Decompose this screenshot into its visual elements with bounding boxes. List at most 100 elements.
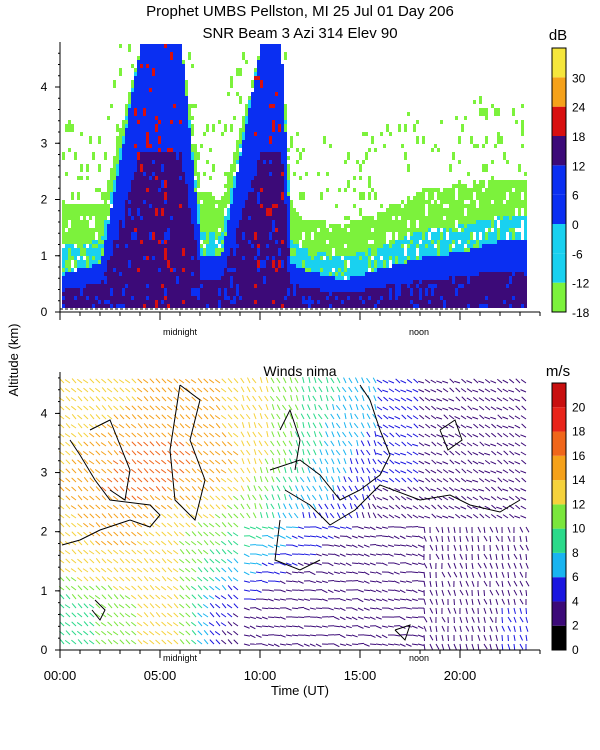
snr-cell [254, 248, 257, 252]
snr-cell [407, 280, 410, 284]
snr-cell [77, 208, 80, 212]
snr-cell [194, 260, 197, 264]
snr-cell [410, 300, 413, 304]
snr-cell [134, 136, 137, 140]
snr-cell [356, 252, 359, 256]
snr-cell [176, 128, 179, 132]
snr-cell [374, 300, 377, 304]
snr-cell [452, 240, 455, 244]
snr-cell [98, 296, 101, 300]
snr-cell [248, 144, 251, 148]
snr-cell [452, 228, 455, 232]
snr-cell [170, 252, 173, 256]
snr-cell [131, 264, 134, 268]
snr-cell [281, 208, 284, 212]
snr-cell [236, 228, 239, 232]
snr-cell [443, 264, 446, 268]
snr-cell [197, 208, 200, 212]
snr-cell [221, 252, 224, 256]
snr-cell [254, 112, 257, 116]
snr-cell [152, 184, 155, 188]
snr-cell [443, 260, 446, 264]
snr-cell [242, 136, 245, 140]
snr-cell [239, 140, 242, 144]
snr-cell [155, 52, 158, 56]
snr-cell [380, 296, 383, 300]
snr-cell [284, 132, 287, 136]
snr-cell [65, 292, 68, 296]
snr-cell [89, 228, 92, 232]
snr-cell [182, 188, 185, 192]
snr-cell [287, 228, 290, 232]
snr-cell [242, 212, 245, 216]
snr-cell [182, 228, 185, 232]
snr-cell [245, 172, 248, 176]
snr-cell [242, 292, 245, 296]
snr-cell [116, 204, 119, 208]
snr-cell [290, 256, 293, 260]
snr-cell [263, 188, 266, 192]
snr-cell [284, 268, 287, 272]
snr-cell [140, 304, 143, 308]
snr-cell [137, 148, 140, 152]
snr-cell [140, 140, 143, 144]
snr-cell [212, 244, 215, 248]
snr-cell [155, 248, 158, 252]
snr-cell [134, 92, 137, 96]
snr-cell [413, 300, 416, 304]
snr-cell [455, 264, 458, 268]
snr-cell [164, 304, 167, 308]
snr-cell [89, 140, 92, 144]
snr-cell [380, 288, 383, 292]
snr-cell [389, 300, 392, 304]
snr-cell [116, 284, 119, 288]
snr-cell [224, 260, 227, 264]
snr-cell [281, 104, 284, 108]
snr-cell [359, 236, 362, 240]
snr-cell [74, 216, 77, 220]
snr-cell [227, 196, 230, 200]
snr-cell [359, 276, 362, 280]
snr-cell [365, 228, 368, 232]
snr-cell [242, 172, 245, 176]
snr-cell [422, 296, 425, 300]
snr-cell [113, 212, 116, 216]
snr-cell [446, 244, 449, 248]
snr-cell [74, 224, 77, 228]
snr-cell [191, 180, 194, 184]
snr-cell [107, 220, 110, 224]
snr-cell [230, 196, 233, 200]
snr-cell [368, 292, 371, 296]
snr-cell [218, 268, 221, 272]
snr-cell [386, 252, 389, 256]
snr-cell [149, 132, 152, 136]
snr-cell [257, 296, 260, 300]
snr-cell [170, 80, 173, 84]
snr-cell [269, 88, 272, 92]
snr-cell [254, 212, 257, 216]
snr-cell [251, 256, 254, 260]
snr-cell [272, 64, 275, 68]
snr-cell [299, 192, 302, 196]
snr-cell [248, 256, 251, 260]
snr-cell [176, 244, 179, 248]
snr-cell [110, 236, 113, 240]
snr-cell [251, 212, 254, 216]
snr-cell [431, 256, 434, 260]
snr-cell [281, 260, 284, 264]
snr-cell [422, 268, 425, 272]
snr-cell [410, 216, 413, 220]
snr-cell [173, 236, 176, 240]
snr-cell [77, 284, 80, 288]
snr-cell [278, 48, 281, 52]
snr-cell [164, 200, 167, 204]
snr-cell [155, 256, 158, 260]
snr-cell [158, 164, 161, 168]
snr-cell [212, 208, 215, 212]
snr-cell [275, 248, 278, 252]
snr-cell [113, 192, 116, 196]
snr-cell [338, 188, 341, 192]
snr-cell [353, 272, 356, 276]
snr-cell [155, 48, 158, 52]
snr-cell [170, 132, 173, 136]
